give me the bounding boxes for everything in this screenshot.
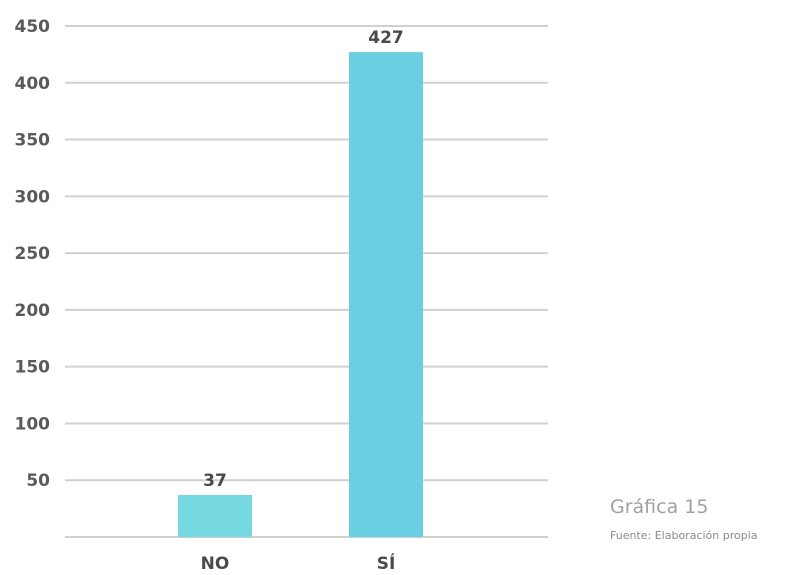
figure-caption: Gráfica 15 Fuente: Elaboración propia xyxy=(610,495,758,542)
y-tick-label: 50 xyxy=(26,471,50,491)
y-tick-label: 300 xyxy=(15,187,51,207)
bar xyxy=(178,494,252,537)
y-tick-label: 450 xyxy=(15,17,51,37)
x-tick-label: SÍ xyxy=(377,552,396,574)
figure-number: Gráfica 15 xyxy=(610,496,709,518)
y-tick-label: 350 xyxy=(15,131,51,151)
figure-source: Fuente: Elaboración propia xyxy=(610,529,758,542)
y-tick-label: 400 xyxy=(15,74,51,94)
data-label: 427 xyxy=(368,28,404,48)
y-tick-label: 100 xyxy=(15,414,51,434)
y-tick-label: 200 xyxy=(15,301,51,321)
x-tick-label: NO xyxy=(201,554,230,574)
y-tick-label: 150 xyxy=(15,358,51,378)
bar xyxy=(349,52,423,538)
y-tick-label: 250 xyxy=(15,244,51,264)
data-label: 37 xyxy=(203,471,227,491)
